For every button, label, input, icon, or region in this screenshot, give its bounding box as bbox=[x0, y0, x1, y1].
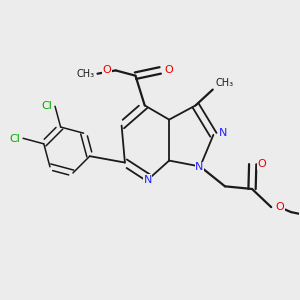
Text: CH₃: CH₃ bbox=[76, 69, 94, 79]
Text: N: N bbox=[195, 162, 204, 172]
Text: O: O bbox=[102, 65, 111, 75]
Text: N: N bbox=[219, 128, 228, 138]
Text: Cl: Cl bbox=[9, 134, 20, 144]
Text: N: N bbox=[143, 175, 152, 185]
Text: O: O bbox=[257, 159, 266, 169]
Text: O: O bbox=[276, 202, 285, 212]
Text: O: O bbox=[165, 65, 174, 75]
Text: CH₃: CH₃ bbox=[215, 78, 233, 88]
Text: Cl: Cl bbox=[41, 100, 52, 111]
